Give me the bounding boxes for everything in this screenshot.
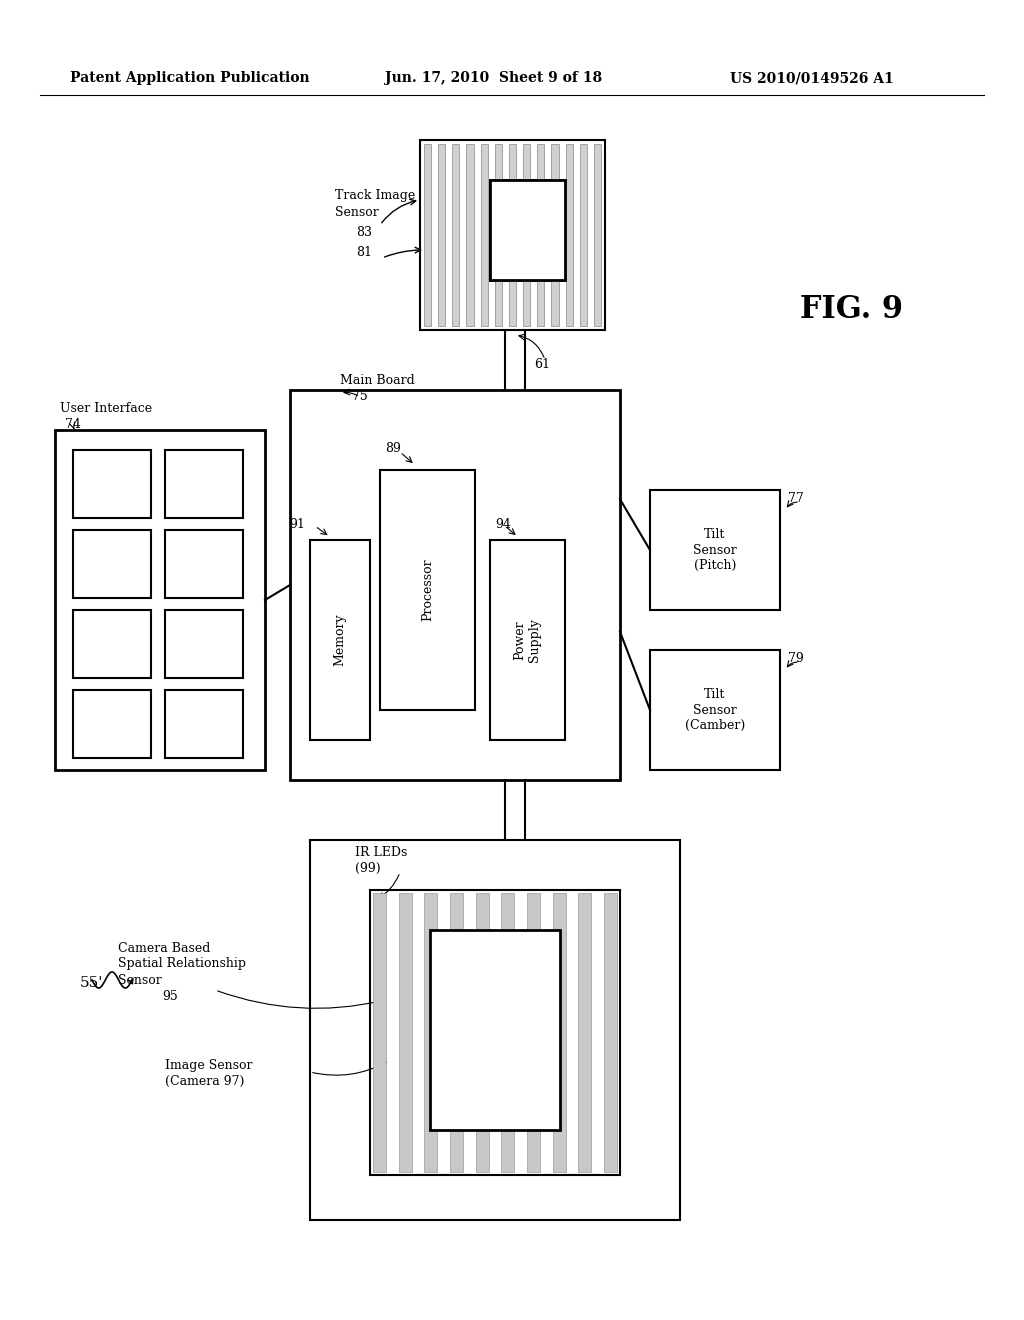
Bar [490, 540, 565, 741]
Bar [73, 690, 151, 758]
Text: 79: 79 [788, 652, 804, 664]
Text: Processor: Processor [421, 558, 434, 622]
Bar [480, 144, 487, 326]
Bar [490, 180, 565, 280]
Text: 81: 81 [356, 247, 372, 260]
Bar [424, 894, 437, 1172]
Text: Tilt
Sensor
(Camber): Tilt Sensor (Camber) [685, 689, 745, 731]
Text: IR LEDs: IR LEDs [355, 846, 408, 858]
Bar [290, 389, 620, 780]
Text: US 2010/0149526 A1: US 2010/0149526 A1 [730, 71, 894, 84]
Text: 61: 61 [534, 359, 550, 371]
Bar [430, 931, 560, 1130]
Text: 75: 75 [352, 389, 368, 403]
Bar [373, 894, 386, 1172]
Bar [438, 144, 445, 326]
Text: 74: 74 [65, 417, 81, 430]
Bar [580, 144, 587, 326]
Bar [538, 144, 545, 326]
Text: Main Board: Main Board [340, 374, 415, 387]
Bar [453, 144, 460, 326]
Text: Power
Supply: Power Supply [513, 618, 542, 661]
Bar [650, 490, 780, 610]
Text: Camera Based: Camera Based [118, 941, 210, 954]
Text: Patent Application Publication: Patent Application Publication [70, 71, 309, 84]
Text: (Camera 97): (Camera 97) [165, 1074, 245, 1088]
Text: Sensor: Sensor [335, 206, 379, 219]
Text: Image Sensor: Image Sensor [165, 1059, 253, 1072]
Text: Spatial Relationship: Spatial Relationship [118, 957, 246, 970]
Bar [565, 144, 572, 326]
Bar [495, 144, 502, 326]
Bar [579, 894, 591, 1172]
Bar [73, 450, 151, 517]
Bar [594, 144, 601, 326]
Text: 55': 55' [80, 975, 103, 990]
Bar [553, 894, 565, 1172]
Bar [476, 894, 488, 1172]
Bar [73, 531, 151, 598]
Bar [467, 144, 473, 326]
Bar [165, 690, 243, 758]
Bar [420, 140, 605, 330]
Bar [165, 610, 243, 678]
Text: 89: 89 [385, 441, 400, 454]
Text: 94: 94 [495, 517, 511, 531]
Text: FIG. 9: FIG. 9 [800, 294, 903, 326]
Text: User Interface: User Interface [60, 401, 153, 414]
Bar [527, 894, 540, 1172]
Text: Sensor: Sensor [118, 974, 162, 986]
Bar [380, 470, 475, 710]
Text: 95: 95 [162, 990, 178, 1002]
Bar [451, 894, 463, 1172]
Bar [310, 840, 680, 1220]
Bar [165, 531, 243, 598]
Bar [424, 144, 431, 326]
Bar [523, 144, 530, 326]
Bar [370, 890, 620, 1175]
Bar [509, 144, 516, 326]
Text: 83: 83 [356, 226, 372, 239]
Bar [502, 894, 514, 1172]
Bar [650, 649, 780, 770]
Text: Jun. 17, 2010  Sheet 9 of 18: Jun. 17, 2010 Sheet 9 of 18 [385, 71, 602, 84]
Bar [552, 144, 558, 326]
Text: (99): (99) [355, 862, 381, 874]
Bar [55, 430, 265, 770]
Bar [73, 610, 151, 678]
Bar [490, 180, 565, 280]
Text: Track Image: Track Image [335, 189, 416, 202]
Text: 91: 91 [289, 517, 305, 531]
Bar [165, 450, 243, 517]
Bar [398, 894, 412, 1172]
Bar [310, 540, 370, 741]
Text: Tilt
Sensor
(Pitch): Tilt Sensor (Pitch) [693, 528, 737, 572]
Bar [604, 894, 617, 1172]
Text: Memory: Memory [334, 614, 346, 667]
Text: 77: 77 [788, 491, 804, 504]
